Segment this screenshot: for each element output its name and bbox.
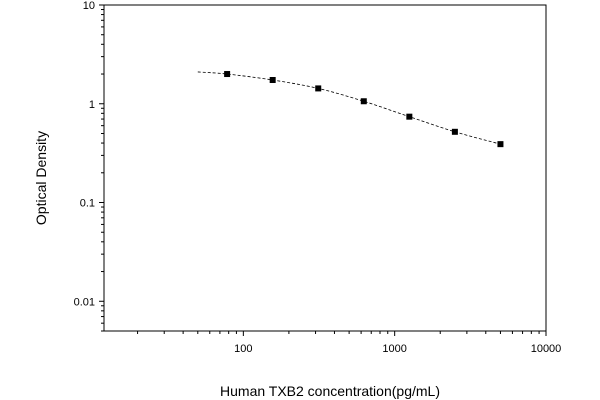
data-points-layer	[224, 71, 504, 148]
y-tick-label: 0.1	[80, 198, 95, 210]
x-tick-label: 10000	[531, 343, 562, 355]
data-point	[224, 71, 231, 78]
y-tick-label: 10	[83, 0, 95, 12]
plot-area	[103, 4, 547, 332]
x-axis-ticks: 100 1000 10000	[137, 331, 562, 355]
x-axis-label: Human TXB2 concentration(pg/mL)	[220, 383, 440, 399]
x-tick-label: 1000	[382, 343, 406, 355]
fit-curve-layer	[197, 71, 501, 145]
y-tick-label: 1	[89, 99, 95, 111]
y-tick-label: 0.01	[74, 296, 95, 308]
plot-frame	[103, 4, 547, 332]
data-point	[269, 77, 276, 84]
data-point	[451, 128, 458, 135]
fit-curve-line	[197, 71, 501, 145]
y-axis-label: Optical Density	[33, 131, 49, 225]
y-axis-ticks: 10 1 0.1 0.01	[74, 0, 104, 332]
data-point	[497, 141, 504, 148]
data-point	[360, 98, 367, 105]
x-tick-label: 100	[234, 343, 252, 355]
data-point	[406, 113, 413, 120]
data-point	[315, 85, 322, 92]
